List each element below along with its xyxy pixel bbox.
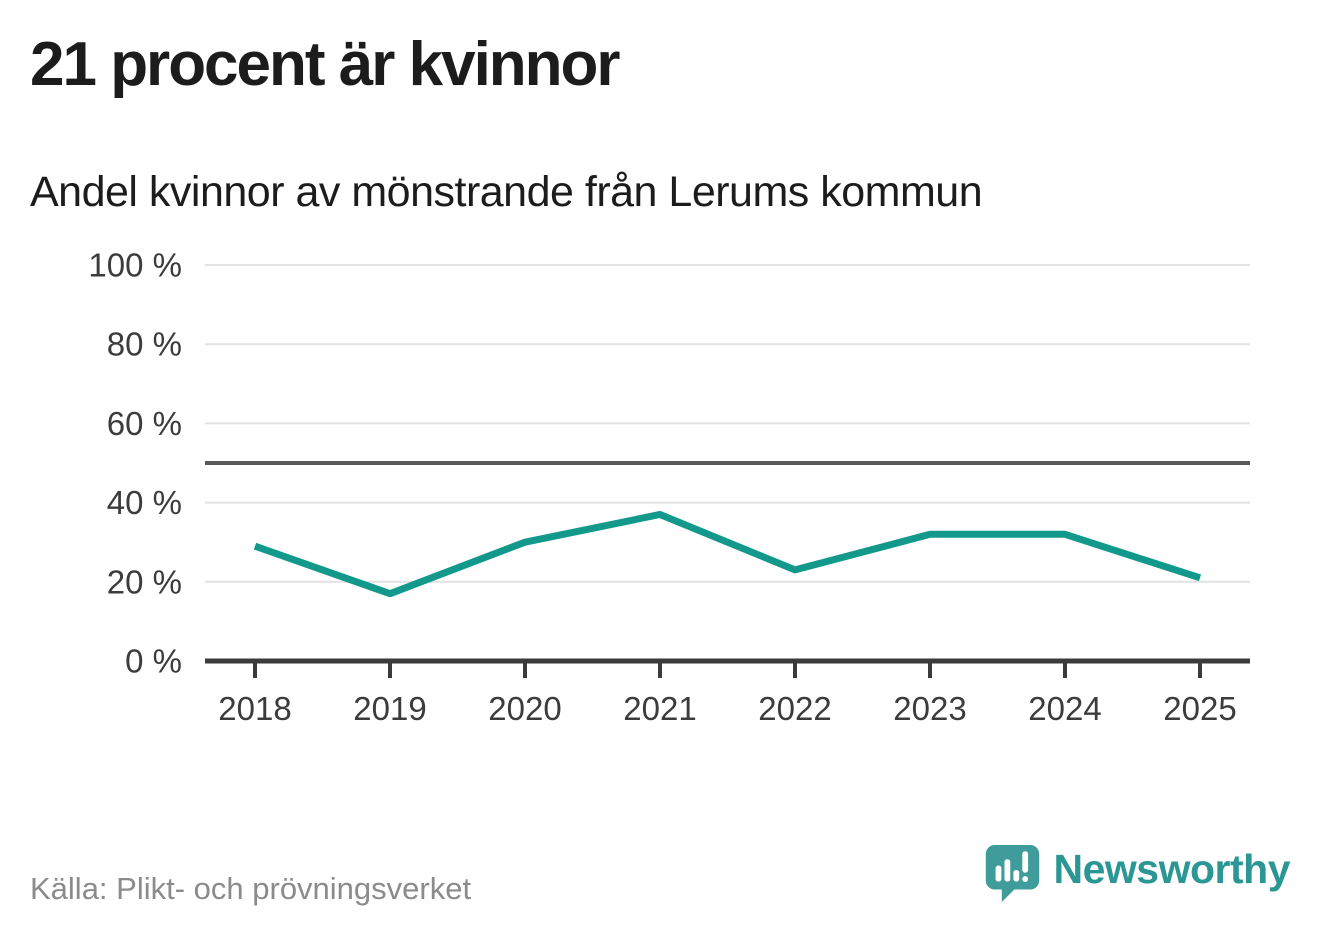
x-axis-tick-label-2020: 2020 xyxy=(488,690,561,727)
logo-exclamation-dot xyxy=(1021,876,1028,882)
data-line-andel-kvinnor-av-m-nstrande xyxy=(253,510,1202,598)
y-axis-tick-label-100: 100 % xyxy=(88,247,182,284)
x-axis-tick-label-2025: 2025 xyxy=(1163,690,1236,727)
x-axis-tick-label-2023: 2023 xyxy=(893,690,966,727)
source-note: Källa: Plikt- och prövningsverket xyxy=(30,871,472,906)
x-axis-tick-label-2019: 2019 xyxy=(353,690,426,727)
x-axis-tick-label-2022: 2022 xyxy=(758,690,831,727)
chart-subtitle: Andel kvinnor av mönstrande från Lerums … xyxy=(30,168,983,216)
x-axis-tick-label-2024: 2024 xyxy=(1028,690,1101,727)
logo-exclamation-bar xyxy=(1021,851,1028,873)
logo-speech-bubble xyxy=(985,845,1039,902)
chart-title: 21 procent är kvinnor xyxy=(30,30,621,99)
x-axis-tick-label-2021: 2021 xyxy=(623,690,696,727)
newsworthy-logo-icon xyxy=(985,845,1039,902)
x-axis-tick-label-2018: 2018 xyxy=(218,690,291,727)
y-axis-tick-label-60: 60 % xyxy=(107,405,182,442)
logo-bar-3 xyxy=(1012,869,1019,882)
y-axis-tick-label-20: 20 % xyxy=(107,563,182,600)
y-axis-tick-label-80: 80 % xyxy=(107,326,182,363)
logo-bar-2 xyxy=(1003,859,1010,882)
newsworthy-logo: Newsworthy xyxy=(984,842,1291,905)
y-axis-tick-label-40: 40 % xyxy=(107,484,182,521)
y-axis-tick-label-0: 0 % xyxy=(125,643,182,680)
newsworthy-wordmark: Newsworthy xyxy=(1053,846,1291,892)
logo-bar-1 xyxy=(995,865,1001,882)
